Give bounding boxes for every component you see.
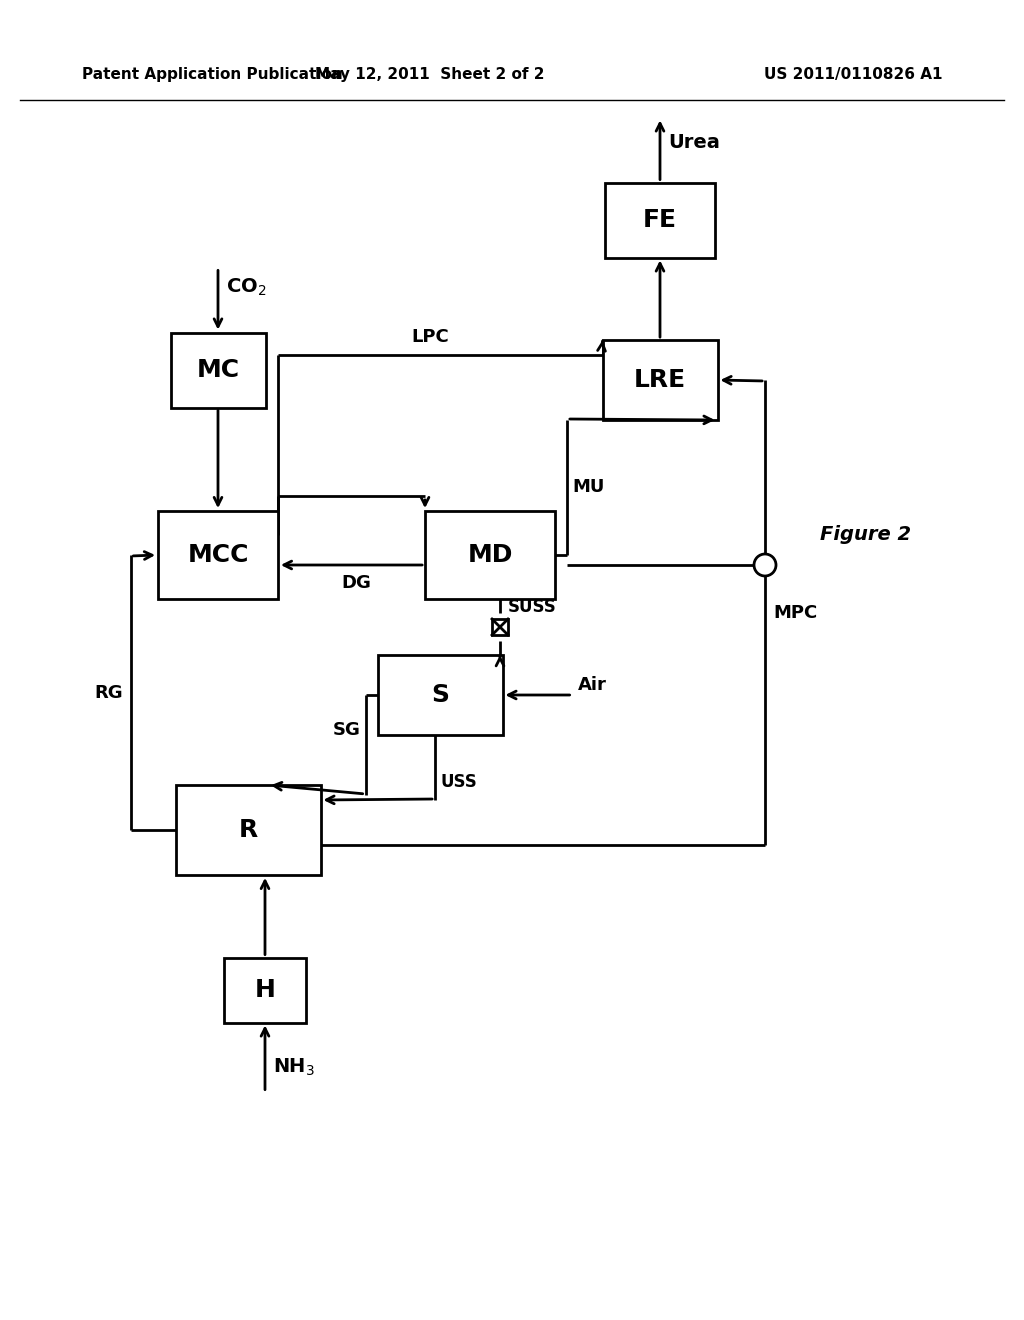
Text: DG: DG [342, 574, 372, 591]
Text: S: S [431, 682, 449, 708]
Text: USS: USS [440, 774, 477, 791]
Bar [224, 957, 306, 1023]
Text: MD: MD [467, 543, 513, 568]
Text: H: H [255, 978, 275, 1002]
Text: MC: MC [197, 358, 240, 381]
Text: May 12, 2011  Sheet 2 of 2: May 12, 2011 Sheet 2 of 2 [315, 67, 545, 82]
Text: RG: RG [94, 684, 123, 701]
Bar [158, 511, 278, 599]
Text: FE: FE [643, 209, 677, 232]
Text: Figure 2: Figure 2 [820, 525, 911, 544]
Text: MPC: MPC [773, 603, 817, 622]
Text: R: R [239, 818, 258, 842]
Text: LPC: LPC [412, 327, 450, 346]
Text: CO$_2$: CO$_2$ [226, 277, 266, 298]
Text: NH$_3$: NH$_3$ [273, 1057, 314, 1078]
Text: SG: SG [333, 721, 360, 739]
Bar [378, 655, 503, 735]
Circle shape [754, 554, 776, 576]
Bar [492, 619, 508, 635]
Text: Air: Air [578, 676, 606, 694]
Text: MCC: MCC [187, 543, 249, 568]
Text: LRE: LRE [634, 368, 686, 392]
Text: MU: MU [572, 479, 604, 496]
Bar [171, 333, 265, 408]
Text: SUSS: SUSS [508, 598, 557, 616]
Bar [175, 785, 321, 875]
Text: US 2011/0110826 A1: US 2011/0110826 A1 [764, 67, 942, 82]
Bar [425, 511, 555, 599]
Bar [602, 341, 718, 420]
Text: Urea: Urea [668, 133, 720, 152]
Text: Patent Application Publication: Patent Application Publication [82, 67, 343, 82]
Bar [605, 182, 715, 257]
